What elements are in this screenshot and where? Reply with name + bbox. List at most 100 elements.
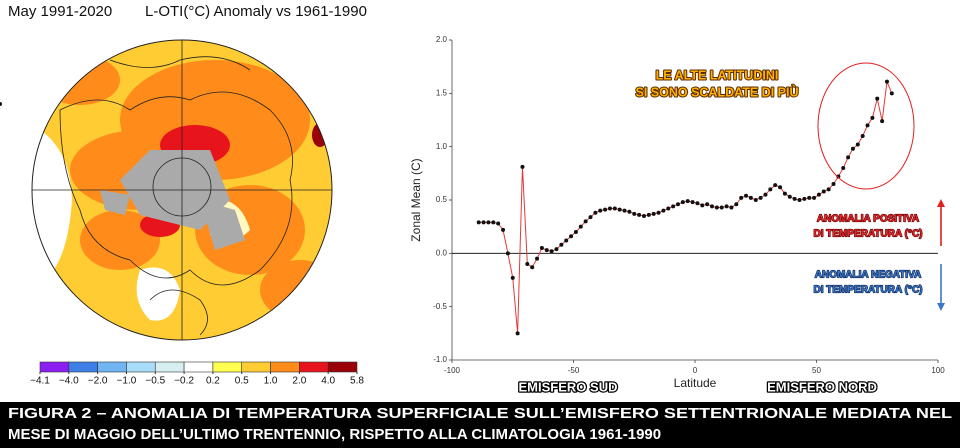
y-axis-label: Zonal Mean (C) — [409, 158, 423, 241]
data-point — [846, 155, 851, 160]
data-point — [826, 187, 831, 192]
data-point — [748, 195, 753, 200]
data-point — [554, 247, 559, 252]
caption-line: FIGURA 2 – ANOMALIA DI TEMPERATURA SUPER… — [8, 405, 952, 422]
annotation: ANOMALIA NEGATIVA — [815, 270, 921, 281]
x-tick-label: 0 — [693, 366, 698, 375]
data-point — [666, 206, 671, 211]
arrow-up-head — [937, 199, 945, 207]
data-point — [865, 123, 870, 128]
data-point — [539, 246, 544, 250]
data-point — [632, 211, 637, 216]
annotation: DI TEMPERATURA (°C) — [814, 285, 923, 296]
data-point — [680, 200, 685, 205]
data-point — [525, 262, 530, 266]
caption-band — [0, 402, 960, 448]
data-point — [578, 224, 583, 229]
data-point — [734, 202, 739, 207]
data-point — [476, 220, 481, 225]
colorbar-label: −4.0 — [59, 376, 79, 387]
caption-line: MESE DI MAGGIO DELL’ULTIMO TRENTENNIO, R… — [8, 426, 661, 443]
data-point — [520, 164, 525, 169]
data-point — [831, 182, 836, 186]
data-point — [622, 208, 627, 213]
data-point — [661, 208, 666, 213]
data-point — [710, 204, 715, 209]
data-point — [797, 198, 802, 202]
data-point — [739, 195, 744, 200]
data-point — [481, 220, 486, 225]
colorbar-swatch — [126, 361, 156, 373]
data-point — [505, 251, 510, 256]
data-point — [855, 142, 860, 147]
data-point — [816, 192, 821, 197]
x-axis-label: Latitude — [674, 376, 717, 390]
data-point — [637, 212, 642, 217]
y-tick-label: 1.0 — [436, 142, 448, 151]
y-tick-label: 0.0 — [436, 248, 448, 257]
data-point — [719, 205, 724, 210]
data-point — [758, 195, 763, 200]
data-point — [787, 194, 792, 199]
y-tick-label: 1.5 — [436, 88, 448, 97]
data-point — [641, 214, 646, 218]
data-point — [724, 204, 729, 209]
data-point — [836, 174, 841, 179]
annotation: LE ALTE LATITUDINI — [656, 68, 779, 82]
colorbar-label: 5.8 — [350, 376, 364, 387]
map-subtitle: L-OTI(°C) Anomaly vs 1961-1990 — [145, 3, 367, 20]
colorbar-swatch — [212, 361, 243, 373]
highlight-ellipse — [817, 62, 915, 190]
y-tick-label: -0.5 — [433, 302, 447, 311]
y-tick-label: 2.0 — [436, 35, 448, 44]
data-point — [651, 211, 656, 216]
colorbar-label: 0.5 — [235, 376, 249, 387]
data-point — [627, 209, 632, 214]
arrow-down-head — [937, 303, 945, 311]
data-point — [821, 189, 826, 194]
data-point — [675, 202, 680, 207]
data-point — [559, 242, 564, 247]
data-point — [0, 102, 2, 106]
data-point — [646, 212, 651, 217]
data-point — [841, 166, 846, 170]
data-point — [617, 207, 622, 212]
x-tick-label: 50 — [812, 366, 821, 375]
data-point — [875, 96, 880, 101]
y-tick-label: -1.0 — [433, 355, 447, 364]
data-point — [569, 234, 574, 239]
data-point — [705, 202, 710, 207]
map-title: May 1991-2020 — [8, 3, 112, 20]
colorbar-label: 0.2 — [206, 376, 220, 387]
colorbar-swatch — [154, 361, 185, 373]
data-point — [812, 195, 817, 200]
data-point — [612, 206, 617, 211]
data-point — [588, 215, 593, 220]
data-point — [880, 119, 885, 124]
data-point — [744, 193, 749, 198]
colorbar-swatch — [270, 361, 300, 373]
data-point — [583, 219, 588, 224]
data-point — [778, 185, 783, 190]
data-point — [860, 134, 865, 138]
data-point — [598, 208, 603, 213]
colorbar-swatch — [327, 361, 358, 373]
data-point — [763, 192, 768, 197]
colorbar-swatch — [39, 361, 70, 373]
data-point — [564, 238, 569, 243]
data-point — [656, 210, 661, 215]
colorbar-swatch — [97, 361, 127, 373]
data-point — [530, 265, 535, 270]
data-point — [593, 210, 598, 215]
annotation: DI TEMPERATURA (°C) — [814, 229, 923, 240]
colorbar-label: 2.0 — [292, 376, 306, 387]
data-point — [729, 205, 734, 210]
data-point — [700, 203, 705, 208]
map-outline — [31, 39, 333, 341]
data-point — [782, 191, 787, 196]
data-point — [850, 146, 855, 151]
data-point — [535, 256, 540, 261]
x-tick-label: 100 — [931, 366, 945, 375]
data-point — [889, 91, 894, 96]
